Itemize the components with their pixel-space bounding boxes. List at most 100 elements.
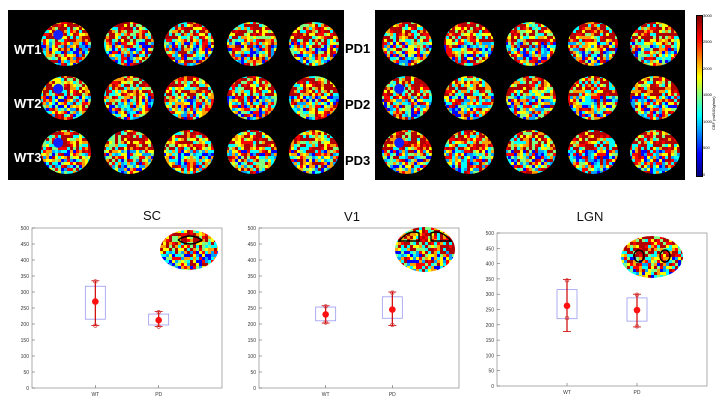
brain-slice-image [104, 76, 154, 120]
wt-mri-panel: WT1 WT2 WT3 [8, 10, 344, 180]
x-tick-label: WT [322, 392, 330, 398]
x-tick-label: WT [563, 390, 571, 396]
brain-slice-image [227, 22, 277, 66]
brain-slice-image [506, 130, 556, 174]
colorbar-tick: 3000 [703, 13, 712, 18]
x-tick-label: PD [155, 392, 162, 398]
y-tick-label: 150 [486, 338, 495, 344]
y-tick-label: 100 [21, 354, 30, 360]
mean-marker [633, 306, 641, 314]
brain-slice-image [506, 76, 556, 120]
y-tick-label: 250 [248, 306, 257, 312]
row-label-wt1: WT1 [14, 42, 42, 57]
colorbar-tick: 500 [703, 145, 710, 150]
brain-slice-image [444, 130, 494, 174]
brain-slice-image [104, 130, 154, 174]
v1-box-chart: 0 50 100 150 200 250 300 350 400 450 500 WT PD [248, 226, 460, 398]
data-point [156, 324, 161, 329]
y-tick-label: 200 [21, 322, 30, 328]
brain-slice-image [41, 76, 91, 120]
roi-outline [659, 249, 671, 263]
y-tick-label: 50 [23, 370, 29, 376]
brain-slice-image [630, 22, 680, 66]
brain-slice-image [568, 130, 618, 174]
brain-slice-image [506, 22, 556, 66]
y-tick-label: 300 [248, 290, 257, 296]
colorbar: 3000 2500 2000 1500 1000 500 0 CBF (ml/1… [691, 12, 717, 178]
y-tick-label: 450 [21, 242, 30, 248]
brain-slice-image [41, 22, 91, 66]
data-point [634, 292, 640, 298]
colorbar-gradient [696, 15, 703, 177]
brain-slice-image [382, 130, 432, 174]
data-point [564, 278, 570, 283]
colorbar-tick: 1500 [703, 92, 712, 97]
colorbar-tick: 1000 [703, 119, 712, 124]
mean-marker [92, 298, 99, 305]
data-point [93, 323, 98, 328]
brain-slice-image [568, 22, 618, 66]
roi-outline [397, 231, 420, 242]
y-tick-label: 350 [486, 277, 495, 283]
chart-title-sc: SC [142, 208, 162, 223]
y-tick-label: 50 [250, 370, 256, 376]
brain-slice-image [630, 76, 680, 120]
brain-slice-image [164, 22, 214, 66]
y-tick-label: 250 [21, 306, 30, 312]
x-tick-label: WT [91, 392, 99, 398]
y-tick-label: 300 [486, 292, 495, 298]
brain-slice-image [630, 130, 680, 174]
brain-slice-image [382, 76, 432, 120]
roi-outline [430, 231, 453, 242]
y-tick-label: 250 [486, 308, 495, 314]
data-point [93, 279, 98, 284]
colorbar-tick: 2500 [703, 39, 712, 44]
pd-mri-panel: PD1 PD2 PD3 [345, 10, 685, 180]
y-tick-label: 0 [253, 386, 256, 392]
y-tick-label: 500 [248, 226, 257, 232]
data-point [390, 322, 395, 328]
x-tick-label: PD [634, 390, 641, 396]
brain-slice-image [444, 76, 494, 120]
sc-box-chart: 0 50 100 150 200 250 300 350 400 450 500 WT PD [21, 226, 223, 398]
y-tick-label: 300 [21, 290, 30, 296]
row-label-pd1: PD1 [345, 41, 371, 56]
y-tick-label: 200 [486, 323, 495, 329]
brain-slice-image [41, 130, 91, 174]
row-label-wt3: WT3 [14, 150, 42, 165]
brain-slice-image [289, 76, 339, 120]
chart-title-lgn: LGN [576, 209, 604, 224]
brain-slice-image [568, 76, 618, 120]
y-tick-label: 400 [248, 258, 257, 264]
chart-title-v1: V1 [344, 209, 360, 224]
row-label-wt2: WT2 [14, 96, 42, 111]
row-label-pd2: PD2 [345, 97, 371, 112]
data-point [156, 309, 161, 315]
colorbar-tick: 2000 [703, 66, 712, 71]
mean-marker [563, 302, 571, 310]
y-tick-label: 150 [21, 338, 30, 344]
mean-marker [389, 306, 396, 313]
y-tick-label: 350 [248, 274, 257, 280]
y-tick-label: 350 [21, 274, 30, 280]
brain-slice-image [164, 76, 214, 120]
brain-slice-image [289, 22, 339, 66]
roi-outline [633, 249, 645, 263]
brain-slice-image [164, 130, 214, 174]
brain-slice-image [382, 22, 432, 66]
y-tick-label: 50 [488, 369, 494, 375]
y-tick-label: 450 [248, 242, 257, 248]
data-point [390, 290, 395, 295]
y-tick-label: 500 [486, 231, 495, 237]
y-tick-label: 150 [248, 338, 257, 344]
data-point [323, 320, 328, 325]
y-tick-label: 0 [491, 384, 494, 390]
brain-slice-image [444, 22, 494, 66]
lgn-box-chart: 0 50 100 150 200 250 300 350 400 450 500 WT PD [486, 231, 708, 396]
y-tick-label: 400 [21, 258, 30, 264]
brain-slice-image [227, 130, 277, 174]
row-label-pd3: PD3 [345, 153, 371, 168]
y-tick-label: 400 [486, 262, 495, 268]
roi-outline [177, 235, 204, 245]
y-tick-label: 200 [248, 322, 257, 328]
